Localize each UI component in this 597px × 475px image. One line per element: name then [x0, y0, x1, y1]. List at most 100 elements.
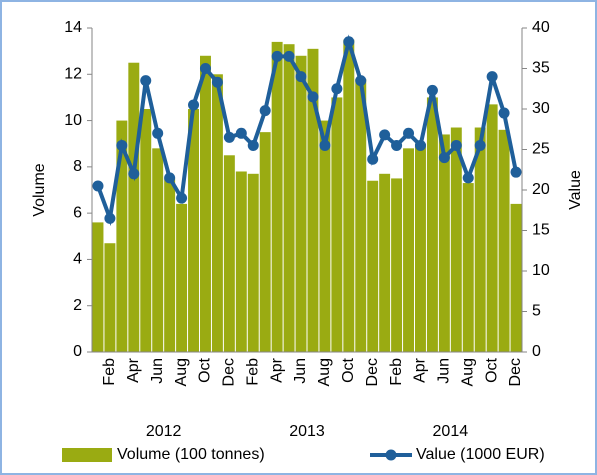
- bar: [510, 203, 522, 352]
- y2-tick-label: 5: [532, 303, 541, 320]
- y-axis-title: Volume: [31, 163, 48, 216]
- line-marker: [403, 127, 415, 139]
- bar: [438, 134, 450, 352]
- x-tick-label: Jun: [436, 358, 453, 384]
- line-marker: [164, 172, 176, 184]
- bar: [426, 97, 438, 352]
- bar: [223, 155, 235, 352]
- line-marker: [235, 127, 247, 139]
- x-tick-label: Oct: [483, 357, 500, 382]
- bar: [164, 178, 176, 352]
- line-marker: [355, 75, 367, 87]
- x-group-label: 2013: [289, 423, 325, 440]
- x-tick-label: Aug: [316, 358, 333, 386]
- x-tick-label: Jun: [149, 358, 166, 384]
- bar: [283, 44, 295, 352]
- bar: [188, 109, 199, 352]
- bar: [200, 55, 211, 353]
- y-tick-label: 12: [64, 66, 82, 83]
- line-marker: [486, 71, 498, 83]
- x-tick-label: Dec: [364, 358, 381, 386]
- line-marker: [426, 84, 438, 96]
- bar: [247, 173, 259, 352]
- x-tick-label: Dec: [221, 358, 238, 386]
- y2-tick-label: 30: [532, 100, 550, 117]
- bar: [355, 78, 367, 353]
- line-marker: [319, 139, 331, 151]
- bar: [319, 120, 331, 352]
- x-tick-label: Apr: [412, 357, 429, 383]
- y2-tick-label: 0: [532, 343, 541, 360]
- y-tick-label: 0: [73, 343, 82, 360]
- bar: [116, 120, 128, 352]
- bar: [343, 39, 355, 352]
- legend-label: Volume (100 tonnes): [117, 446, 265, 463]
- x-tick-label: Dec: [507, 358, 524, 386]
- bar: [486, 104, 498, 352]
- y-tick-label: 2: [73, 297, 82, 314]
- line-marker: [343, 36, 355, 48]
- bar: [462, 183, 474, 352]
- bar: [271, 41, 283, 353]
- line-marker: [211, 76, 223, 88]
- bar: [104, 243, 116, 352]
- line-marker: [391, 139, 403, 151]
- bar: [331, 97, 343, 352]
- y2-tick-label: 10: [532, 262, 550, 279]
- bar: [415, 143, 426, 352]
- line-marker: [188, 99, 200, 111]
- line-marker: [247, 139, 259, 151]
- y-tick-label: 8: [73, 158, 82, 175]
- x-tick-label: Oct: [197, 357, 214, 382]
- x-group-label: 2014: [433, 423, 469, 440]
- line-marker: [510, 166, 522, 178]
- bar: [450, 127, 462, 352]
- bar: [307, 48, 319, 352]
- y2-tick-label: 35: [532, 60, 550, 77]
- line-marker: [438, 152, 450, 164]
- legend-marker: [385, 449, 397, 461]
- line-marker: [414, 139, 426, 151]
- line-marker: [295, 71, 307, 83]
- bar: [92, 222, 104, 352]
- bar: [140, 109, 152, 352]
- y-tick-label: 10: [64, 112, 82, 129]
- line-marker: [116, 139, 128, 151]
- y2-axis-title: Value: [567, 170, 584, 210]
- line-marker: [199, 63, 211, 74]
- bar: [379, 173, 391, 352]
- x-tick-label: Apr: [268, 357, 285, 383]
- y2-tick-label: 25: [532, 141, 550, 158]
- bar: [498, 129, 510, 352]
- x-tick-label: Aug: [459, 358, 476, 386]
- x-tick-label: Apr: [125, 357, 142, 383]
- bar: [295, 55, 307, 353]
- bar: [367, 180, 379, 352]
- y-tick-label: 6: [73, 204, 82, 221]
- line-marker: [367, 153, 379, 165]
- line-marker: [140, 75, 152, 87]
- bar: [176, 203, 188, 352]
- line-marker: [331, 83, 343, 95]
- legend-label: Value (1000 EUR): [416, 446, 545, 463]
- line-marker: [307, 91, 319, 103]
- x-tick-label: Aug: [173, 358, 190, 386]
- line-marker: [223, 131, 235, 143]
- line-marker: [462, 172, 474, 184]
- line-marker: [498, 107, 510, 119]
- line-marker: [271, 50, 283, 62]
- legend-swatch: [62, 448, 112, 462]
- bar: [259, 132, 271, 352]
- line-marker: [450, 139, 462, 151]
- line-marker: [379, 129, 391, 141]
- line-marker: [92, 180, 104, 192]
- y2-tick-label: 15: [532, 222, 550, 239]
- x-group-label: 2012: [146, 423, 182, 440]
- bar: [152, 148, 164, 352]
- bar: [403, 148, 414, 352]
- bar: [211, 74, 223, 353]
- line-marker: [176, 192, 188, 204]
- x-tick-label: Feb: [244, 358, 261, 386]
- x-tick-label: Jun: [292, 358, 309, 384]
